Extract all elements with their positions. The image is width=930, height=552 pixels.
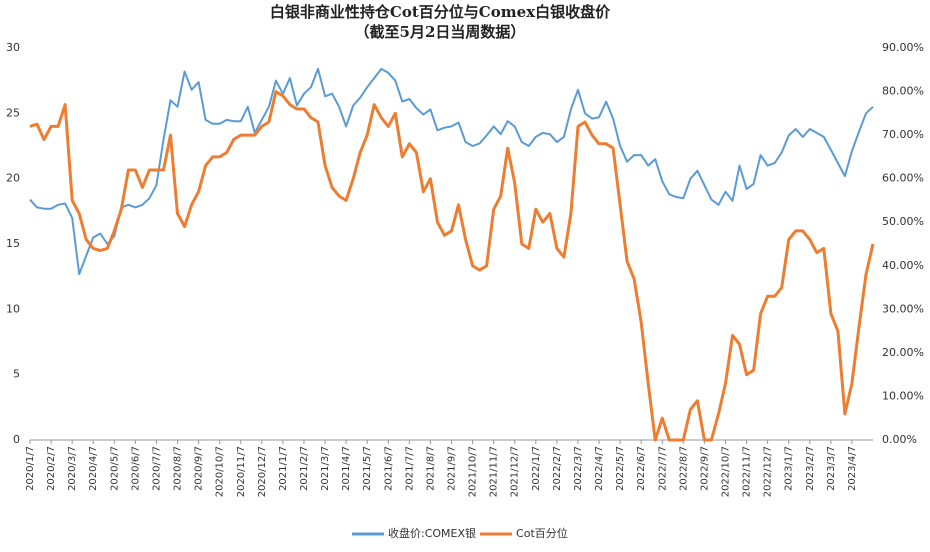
x-tick-label: 2021/8/7	[425, 446, 436, 491]
y2-tick-label: 60.00%	[882, 172, 924, 185]
x-tick-label: 2020/2/7	[46, 446, 57, 491]
x-tick-label: 2023/4/7	[847, 446, 858, 491]
x-tick-label: 2020/6/7	[130, 446, 141, 491]
x-tick-label: 2020/5/7	[109, 446, 120, 491]
x-tick-label: 2022/7/7	[657, 446, 668, 491]
x-tick-label: 2020/4/7	[88, 446, 99, 491]
x-tick-label: 2022/1/7	[531, 446, 542, 491]
x-tick-label: 2021/4/7	[341, 446, 352, 491]
x-tick-label: 2020/3/7	[67, 446, 78, 491]
x-tick-label: 2022/11/7	[742, 446, 753, 497]
x-tick-label: 2022/6/7	[636, 446, 647, 491]
y2-tick-label: 0.00%	[882, 433, 917, 446]
x-tick-label: 2021/12/7	[510, 446, 521, 497]
x-tick-label: 2020/8/7	[173, 446, 184, 491]
x-tick-label: 2022/2/7	[552, 446, 563, 491]
x-tick-label: 2020/1/7	[25, 446, 36, 491]
x-tick-label: 2020/7/7	[151, 446, 162, 491]
y2-tick-label: 80.00%	[882, 85, 924, 98]
x-tick-label: 2021/11/7	[489, 446, 500, 497]
x-tick-label: 2020/9/7	[194, 446, 205, 491]
x-tick-label: 2021/10/7	[468, 446, 479, 497]
y-tick-label: 5	[13, 368, 20, 381]
x-tick-label: 2022/5/7	[615, 446, 626, 491]
legend-label: 收盘价:COMEX银	[388, 526, 476, 540]
x-tick-label: 2021/1/7	[278, 446, 289, 491]
chart-subtitle: （截至5月2日当周数据）	[355, 23, 526, 41]
x-tick-label: 2022/3/7	[573, 446, 584, 491]
chart-title: 白银非商业性持仓Cot百分位与Comex白银收盘价	[270, 3, 611, 21]
x-tick-label: 2020/11/7	[236, 446, 247, 497]
y2-tick-label: 70.00%	[882, 128, 924, 141]
x-tick-label: 2020/12/7	[257, 446, 268, 497]
series-line	[29, 90, 875, 442]
x-tick-label: 2023/1/7	[784, 446, 795, 491]
x-tick-label: 2022/10/7	[720, 446, 731, 497]
y-tick-label: 25	[6, 106, 20, 119]
y-tick-label: 10	[6, 302, 20, 315]
x-tick-label: 2022/12/7	[763, 446, 774, 497]
x-tick-label: 2021/9/7	[447, 446, 458, 491]
x-tick-label: 2021/7/7	[404, 446, 415, 491]
x-tick-label: 2021/6/7	[383, 446, 394, 491]
x-tick-label: 2021/2/7	[299, 446, 310, 491]
y2-tick-label: 90.00%	[882, 41, 924, 54]
y-tick-label: 15	[6, 237, 20, 250]
y2-tick-label: 10.00%	[882, 389, 924, 402]
series-line	[29, 67, 874, 276]
y2-tick-label: 30.00%	[882, 302, 924, 315]
x-tick-label: 2023/2/7	[805, 446, 816, 491]
y2-tick-label: 40.00%	[882, 259, 924, 272]
y-tick-label: 0	[13, 433, 20, 446]
x-tick-label: 2022/4/7	[594, 446, 605, 491]
y-tick-label: 20	[6, 172, 20, 185]
x-tick-label: 2021/3/7	[320, 446, 331, 491]
x-tick-label: 2021/5/7	[362, 446, 373, 491]
x-tick-label: 2023/3/7	[826, 446, 837, 491]
y2-tick-label: 50.00%	[882, 215, 924, 228]
x-tick-label: 2022/8/7	[678, 446, 689, 491]
legend-label: Cot百分位	[516, 526, 568, 540]
y-tick-label: 30	[6, 41, 20, 54]
y2-tick-label: 20.00%	[882, 346, 924, 359]
x-tick-label: 2022/9/7	[699, 446, 710, 491]
x-tick-label: 2020/10/7	[215, 446, 226, 497]
